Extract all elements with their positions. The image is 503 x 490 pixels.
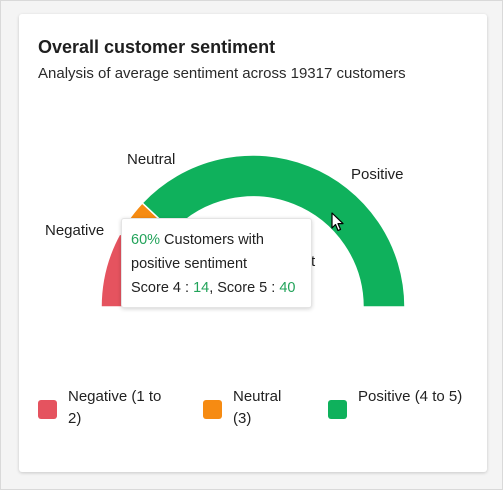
legend-swatch-neutral [203, 400, 222, 419]
tooltip-percent: 60% [131, 232, 161, 248]
mouse-pointer-icon [331, 212, 345, 237]
tooltip-line1-rest: Customers with [160, 232, 264, 248]
tooltip-score5-label: Score 5 : [217, 280, 280, 296]
chart-tooltip: 60% Customers with positive sentiment Sc… [121, 218, 312, 308]
tooltip-separator: , [209, 280, 218, 296]
legend-swatch-positive [328, 400, 347, 419]
legend-item-negative[interactable]: Negative (1 to 2) [38, 386, 178, 430]
legend-item-positive[interactable]: Positive (4 to 5) [328, 386, 473, 419]
slice-label-negative: Negative [45, 222, 104, 239]
slice-label-fragment: t [311, 253, 316, 270]
legend-label-neutral: Neutral (3) [233, 388, 282, 427]
sentiment-card: Overall customer sentiment Analysis of a… [19, 14, 487, 472]
semi-donut-chart: Negative Neutral Positive t [45, 151, 406, 308]
slice-label-neutral: Neutral [127, 151, 175, 168]
tooltip-score4-label: Score 4 : [131, 280, 194, 296]
legend-label-positive: Positive (4 to 5) [358, 388, 463, 405]
tooltip-line-3: Score 4 : 14, Score 5 : 40 [131, 276, 302, 300]
slice-label-positive: Positive [351, 166, 404, 183]
slice-positive[interactable] [141, 154, 406, 308]
card-title: Overall customer sentiment [38, 37, 276, 57]
legend-swatch-negative [38, 400, 57, 419]
legend-label-negative: Negative (1 to 2) [68, 388, 162, 427]
tooltip-score4-value: 14 [193, 280, 210, 296]
tooltip-line-2: positive sentiment [131, 256, 248, 272]
legend-item-neutral[interactable]: Neutral (3) [203, 386, 303, 430]
card-subtitle: Analysis of average sentiment across 193… [38, 65, 406, 82]
tooltip-line-1: 60% Customers with [131, 228, 302, 252]
tooltip-score5-value: 40 [279, 280, 296, 296]
